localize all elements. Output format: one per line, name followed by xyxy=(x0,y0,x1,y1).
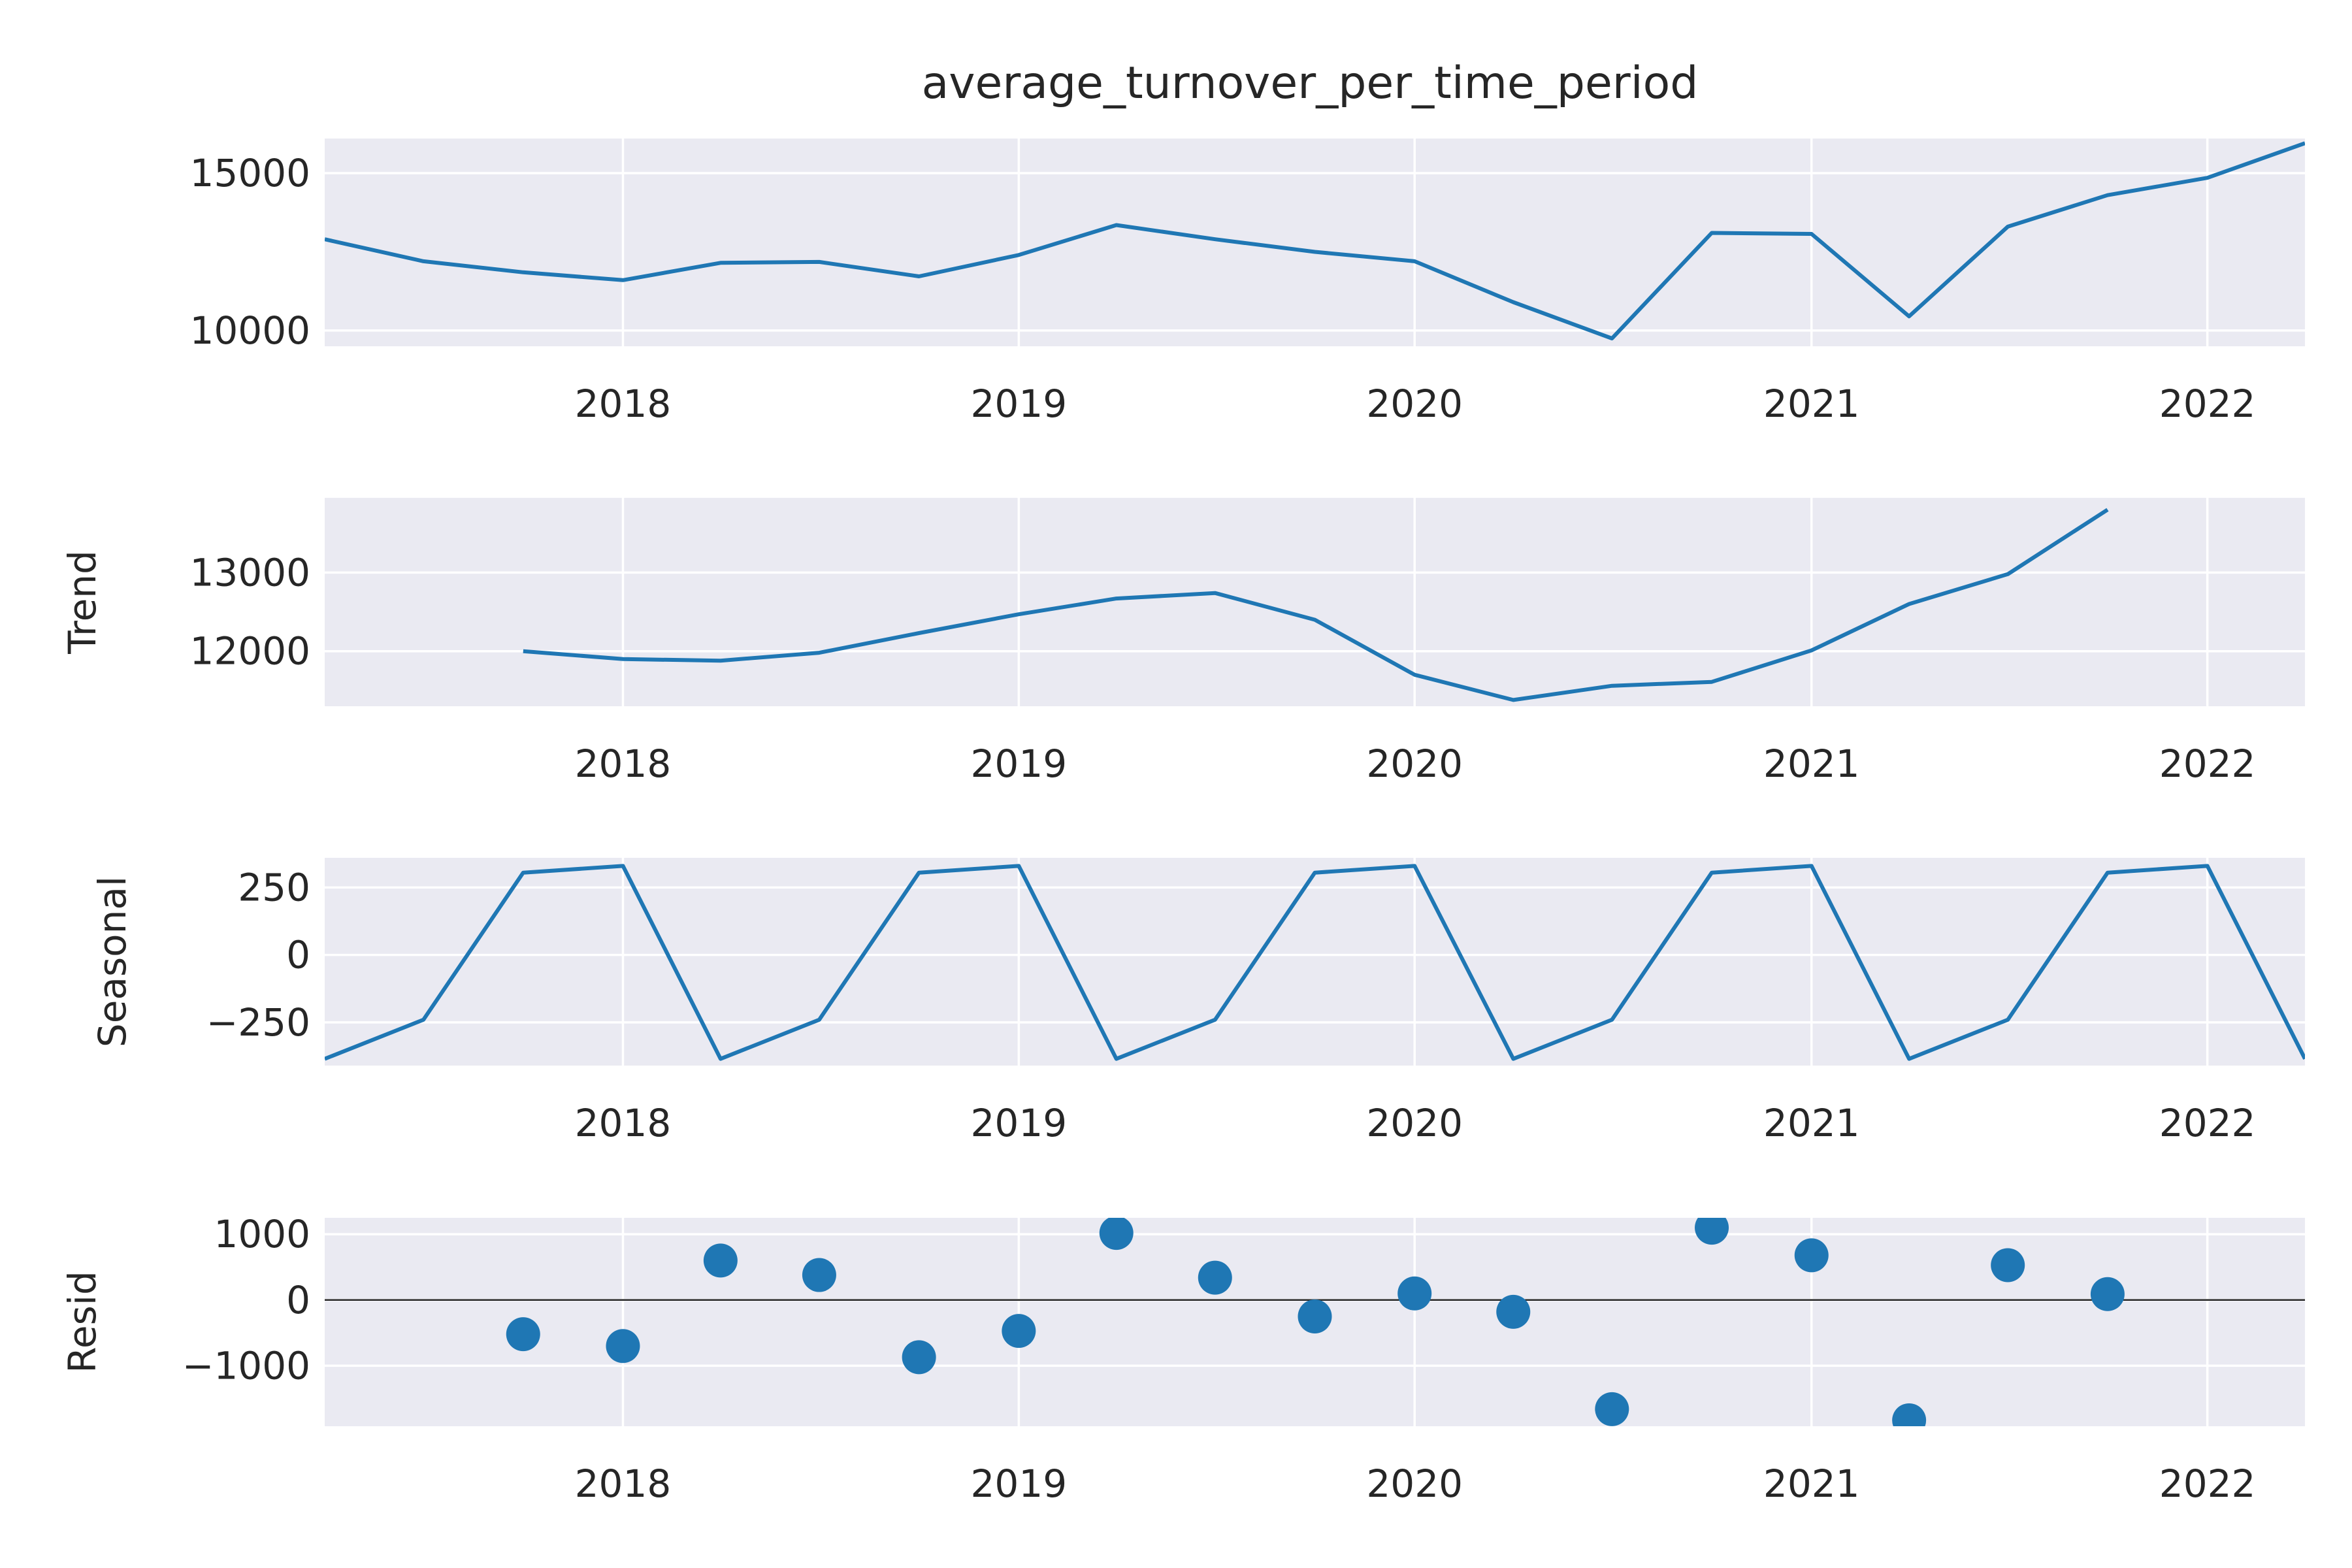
y-tick-label: 250 xyxy=(238,865,310,909)
resid-point xyxy=(1397,1276,1432,1311)
x-tick-label: 2021 xyxy=(1763,1101,1860,1145)
x-tick-label: 2018 xyxy=(575,1462,672,1506)
resid-point xyxy=(506,1317,540,1352)
resid-point xyxy=(1794,1238,1829,1273)
x-tick-label: 2022 xyxy=(2159,1462,2256,1506)
x-tick-label: 2022 xyxy=(2159,382,2256,426)
x-tick-label: 2020 xyxy=(1366,382,1463,426)
panel-3: 2018 2019 2020 2021 2022 −250 0 250 Seasonal xyxy=(90,858,2305,1145)
panel-2: 2018 2019 2020 2021 2022 12000 13000 Trend xyxy=(60,498,2305,786)
panel-background xyxy=(325,858,2305,1066)
resid-point xyxy=(802,1258,836,1292)
resid-point xyxy=(1298,1299,1332,1333)
panel-background xyxy=(325,139,2305,346)
resid-point xyxy=(2090,1277,2125,1311)
y-tick-label: 12000 xyxy=(189,629,310,674)
panel-data xyxy=(325,864,2305,1061)
y-tick-label: 0 xyxy=(286,1278,310,1322)
series-line xyxy=(325,864,2305,1061)
panel-background xyxy=(325,498,2305,706)
x-tick-label: 2018 xyxy=(575,382,672,426)
y-tick-label: 1000 xyxy=(214,1212,310,1256)
y-tick-label: −1000 xyxy=(182,1343,310,1388)
x-tick-label: 2022 xyxy=(2159,1101,2256,1145)
resid-point xyxy=(1002,1314,1036,1348)
y-tick-label: 15000 xyxy=(189,151,310,195)
series-line xyxy=(523,508,2109,702)
panel-data xyxy=(325,141,2305,340)
x-tick-label: 2019 xyxy=(971,1101,1068,1145)
panel-4: 2018 2019 2020 2021 2022 −1000 0 1000 Resid xyxy=(60,1212,2305,1506)
x-tick-label: 2018 xyxy=(575,1101,672,1145)
y-tick-label: 13000 xyxy=(189,550,310,595)
y-axis-label: Trend xyxy=(60,550,105,655)
x-tick-label: 2018 xyxy=(575,742,672,786)
panel-1: 2018 2019 2020 2021 2022 10000 15000 xyxy=(189,139,2305,426)
y-tick-label: 0 xyxy=(286,933,310,977)
x-tick-label: 2019 xyxy=(971,382,1068,426)
x-tick-label: 2022 xyxy=(2159,742,2256,786)
panel-data xyxy=(325,1218,2305,1426)
chart-title: average_turnover_per_time_period xyxy=(922,57,1699,109)
resid-point xyxy=(1496,1294,1531,1329)
resid-point xyxy=(703,1243,738,1278)
resid-point xyxy=(1595,1392,1629,1426)
y-axis-label: Seasonal xyxy=(90,876,135,1047)
panel-data xyxy=(523,508,2109,702)
resid-point xyxy=(1198,1260,1232,1295)
resid-point xyxy=(606,1329,640,1364)
x-tick-label: 2020 xyxy=(1366,1101,1463,1145)
x-tick-label: 2020 xyxy=(1366,742,1463,786)
y-tick-label: 10000 xyxy=(189,308,310,353)
y-axis-label: Resid xyxy=(60,1271,105,1373)
x-tick-label: 2019 xyxy=(971,742,1068,786)
series-line xyxy=(325,141,2305,340)
x-tick-label: 2020 xyxy=(1366,1462,1463,1506)
resid-point xyxy=(1695,1218,1729,1245)
x-tick-label: 2021 xyxy=(1763,1462,1860,1506)
resid-point xyxy=(1991,1248,2025,1282)
resid-point xyxy=(902,1340,936,1375)
resid-point xyxy=(1892,1403,1927,1426)
x-tick-label: 2019 xyxy=(971,1462,1068,1506)
x-tick-label: 2021 xyxy=(1763,742,1860,786)
resid-point xyxy=(1099,1218,1134,1250)
x-tick-label: 2021 xyxy=(1763,382,1860,426)
y-tick-label: −250 xyxy=(206,1000,310,1045)
